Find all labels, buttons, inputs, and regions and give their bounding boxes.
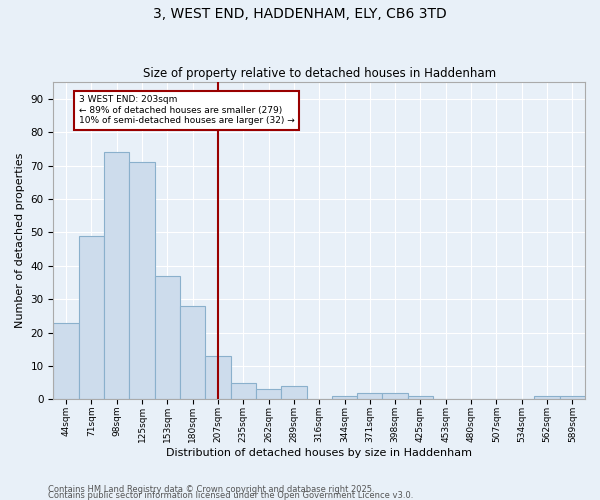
Bar [130, 162, 155, 400]
Text: Contains HM Land Registry data © Crown copyright and database right 2025.: Contains HM Land Registry data © Crown c… [48, 484, 374, 494]
Text: Contains public sector information licensed under the Open Government Licence v3: Contains public sector information licen… [48, 490, 413, 500]
Bar [408, 396, 433, 400]
Bar [535, 396, 560, 400]
Bar [53, 322, 79, 400]
Bar [281, 386, 307, 400]
Bar [104, 152, 130, 400]
Bar [332, 396, 357, 400]
Bar [256, 390, 281, 400]
Bar [180, 306, 205, 400]
Bar [357, 392, 382, 400]
X-axis label: Distribution of detached houses by size in Haddenham: Distribution of detached houses by size … [166, 448, 472, 458]
Bar [382, 392, 408, 400]
Text: 3 WEST END: 203sqm
← 89% of detached houses are smaller (279)
10% of semi-detach: 3 WEST END: 203sqm ← 89% of detached hou… [79, 96, 295, 125]
Bar [79, 236, 104, 400]
Bar [155, 276, 180, 400]
Y-axis label: Number of detached properties: Number of detached properties [15, 153, 25, 328]
Text: 3, WEST END, HADDENHAM, ELY, CB6 3TD: 3, WEST END, HADDENHAM, ELY, CB6 3TD [153, 8, 447, 22]
Bar [205, 356, 230, 400]
Bar [560, 396, 585, 400]
Title: Size of property relative to detached houses in Haddenham: Size of property relative to detached ho… [143, 66, 496, 80]
Bar [230, 382, 256, 400]
